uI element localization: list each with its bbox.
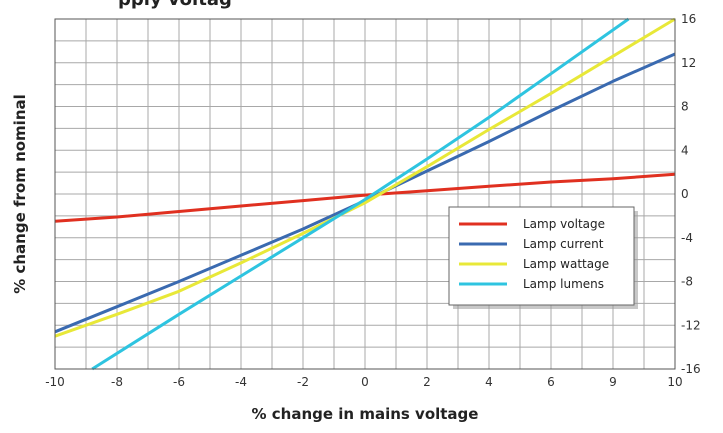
plot-frame (54, 18, 676, 370)
x-tick-label: -6 (173, 375, 185, 389)
x-tick-label: 9 (609, 375, 617, 389)
x-axis-label: % change in mains voltage (252, 405, 479, 423)
y-tick-label: -4 (681, 231, 693, 245)
series-layer (54, 17, 676, 371)
series-line-lamp-voltage (54, 172, 676, 223)
y-tick-label: -8 (681, 275, 693, 289)
series-line-lamp-lumens (91, 17, 630, 371)
x-tick-label: -2 (297, 375, 309, 389)
legend: Lamp voltage Lamp current Lamp wattage Lamp… (448, 206, 638, 309)
legend-label: Lamp current (523, 237, 604, 251)
y-tick-label: 12 (681, 56, 696, 70)
chart-title: pply voltag (118, 0, 232, 10)
x-tick-label: -10 (45, 375, 65, 389)
y-axis-label: % change from nominal (11, 94, 29, 294)
tick-layer: -10 -8 -6 -4 -2 0 2 4 6 9 10-16 -12 -8 -4 0 4 8 12 16 (45, 12, 700, 389)
x-tick-label: -8 (111, 375, 123, 389)
x-tick-label: -4 (235, 375, 247, 389)
y-tick-label: 8 (681, 100, 689, 114)
x-tick-label: 4 (485, 375, 493, 389)
legend-label: Lamp voltage (523, 217, 605, 231)
y-tick-label: 16 (681, 12, 696, 26)
series-line-lamp-wattage (54, 17, 676, 338)
legend-label: Lamp wattage (523, 257, 609, 271)
y-tick-label: -16 (681, 362, 701, 376)
legend-label: Lamp lumens (523, 277, 604, 291)
x-tick-label: 2 (423, 375, 431, 389)
x-tick-label: 6 (547, 375, 555, 389)
y-tick-label: 4 (681, 143, 689, 157)
y-tick-label: -12 (681, 318, 701, 332)
y-tick-label: 0 (681, 187, 689, 201)
x-tick-label: 0 (361, 375, 369, 389)
x-tick-label: 10 (667, 375, 682, 389)
